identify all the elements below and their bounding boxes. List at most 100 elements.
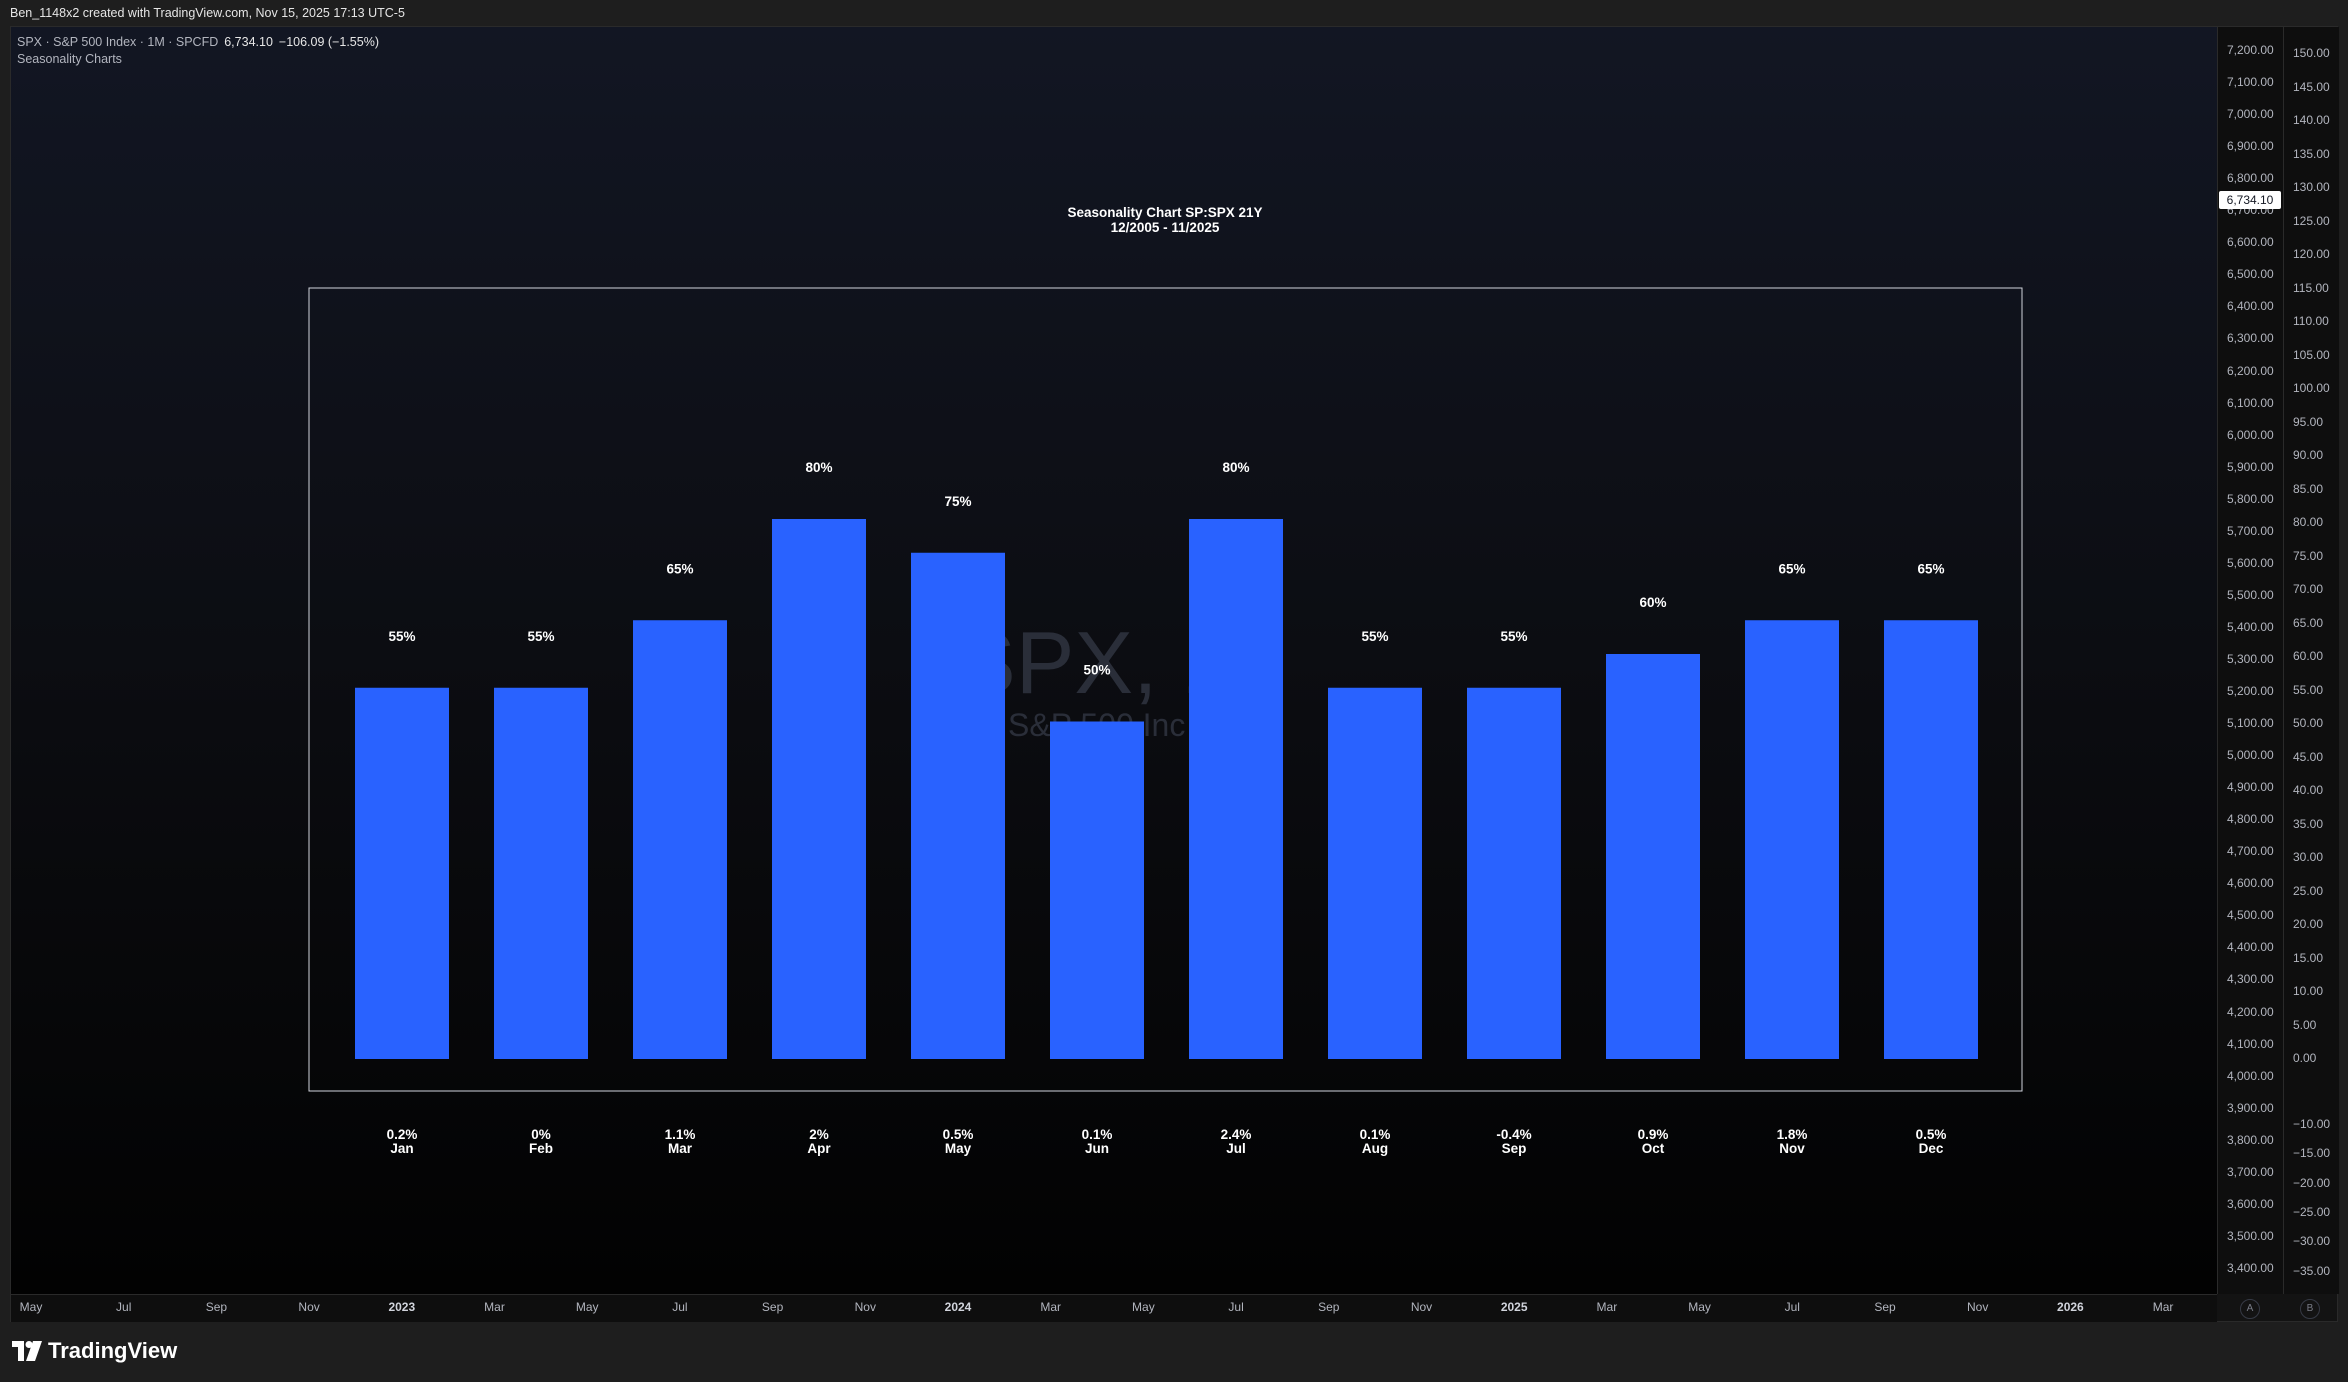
bar-jun: [1050, 721, 1144, 1059]
price-scale-tick: 5,100.00: [2227, 716, 2274, 731]
price-scale-tick: 6,800.00: [2227, 171, 2274, 186]
time-scale-tick: Nov: [1967, 1300, 1989, 1314]
price-scale-tick: 6,200.00: [2227, 363, 2274, 378]
indicator-scale-tick: 60.00: [2293, 649, 2324, 663]
indicator-scale-tick: 85.00: [2293, 481, 2324, 496]
price-scale-tick: 4,600.00: [2227, 876, 2274, 891]
indicator-scale-tick: 135.00: [2293, 146, 2330, 161]
bar-oct: [1606, 654, 1700, 1059]
time-scale-tick: 2026: [2057, 1300, 2084, 1314]
indicator-scale-tick: −10.00: [2293, 1117, 2331, 1131]
month-label: May: [945, 1141, 972, 1156]
indicator-scale-tick: −15.00: [2293, 1146, 2331, 1161]
avg-return-label: 0.9%: [1638, 1127, 1669, 1142]
indicator-scale-tick: 35.00: [2293, 816, 2324, 831]
indicator-scale-tick: 20.00: [2293, 917, 2324, 931]
price-scale-tick: 3,700.00: [2227, 1164, 2274, 1179]
log-scale-button[interactable]: B: [2300, 1299, 2320, 1319]
bar-value-label: 60%: [1639, 595, 1666, 610]
month-label: Sep: [1502, 1141, 1527, 1156]
time-scale-tick: Mar: [1596, 1300, 1618, 1314]
bar-value-label: 55%: [388, 629, 415, 644]
price-scale-tick: 6,000.00: [2227, 427, 2274, 442]
time-scale-tick: 2023: [388, 1300, 416, 1314]
seasonality-chart: 55% 0.2%Jan 55% 0%Feb 65% 1.1%Mar 80% 2%Apr 75% 0…: [308, 287, 2023, 1156]
month-label: Aug: [1362, 1141, 1388, 1156]
symbol-legend[interactable]: SPX · S&P 500 Index · 1M · SPCFD 6,734.10…: [17, 35, 379, 49]
price-scale-tick: 6,400.00: [2227, 299, 2274, 314]
bar-jan: [355, 687, 449, 1059]
bar-sep: [1467, 687, 1561, 1059]
indicator-scale[interactable]: [2283, 27, 2339, 1294]
indicator-scale-tick: −25.00: [2293, 1204, 2331, 1219]
tradingview-logo-icon: [12, 1341, 42, 1361]
month-label: Jun: [1085, 1141, 1109, 1156]
bar-value-label: 65%: [1917, 561, 1944, 576]
time-scale-tick: Sep: [761, 1300, 784, 1314]
price-scale-tick: 7,100.00: [2227, 75, 2274, 90]
time-scale-tick: Mar: [1040, 1300, 1062, 1314]
indicator-legend[interactable]: Seasonality Charts: [17, 52, 122, 66]
bar-value-label: 65%: [666, 561, 693, 576]
indicator-scale-tick: 70.00: [2293, 582, 2324, 596]
month-label: Nov: [1779, 1141, 1805, 1156]
indicator-scale-tick: 50.00: [2293, 716, 2324, 730]
avg-return-label: 0.1%: [1360, 1127, 1391, 1142]
current-price-badge: 6,734.10: [2219, 191, 2281, 209]
avg-return-label: 0.5%: [1916, 1127, 1947, 1142]
symbol-info: SPX · S&P 500 Index · 1M · SPCFD: [17, 35, 219, 49]
price-scale-tick: 3,400.00: [2227, 1260, 2274, 1275]
bar-value-label: 80%: [805, 460, 832, 475]
time-scale-tick: May: [575, 1300, 599, 1314]
avg-return-label: 2.4%: [1221, 1127, 1252, 1142]
bar-aug: [1328, 687, 1422, 1059]
time-scale[interactable]: [11, 1294, 2217, 1323]
last-price: 6,734.10: [224, 35, 273, 49]
indicator-scale-tick: 30.00: [2293, 850, 2324, 864]
avg-return-label: 0.5%: [943, 1127, 974, 1142]
bar-nov: [1745, 620, 1839, 1059]
price-scale[interactable]: [2217, 27, 2284, 1294]
avg-return-label: 0%: [531, 1127, 551, 1142]
seasonality-title-block: Seasonality Chart SP:SPX 21Y 12/2005 - 1…: [965, 205, 1365, 235]
price-scale-tick: 4,900.00: [2227, 780, 2274, 795]
indicator-scale-tick: 45.00: [2293, 749, 2324, 764]
indicator-scale-tick: 0.00: [2293, 1051, 2317, 1065]
bar-may: [911, 552, 1005, 1059]
indicator-scale-tick: 40.00: [2293, 783, 2324, 797]
indicator-scale-tick: 95.00: [2293, 414, 2324, 429]
price-scale-tick: 6,600.00: [2227, 235, 2274, 250]
bar-value-label: 55%: [1361, 629, 1388, 644]
attribution-text: Ben_1148x2 created with TradingView.com,…: [10, 6, 405, 20]
price-scale-tick: 3,900.00: [2227, 1100, 2274, 1115]
auto-scale-button[interactable]: A: [2240, 1299, 2260, 1319]
avg-return-label: 1.1%: [665, 1127, 696, 1142]
chart-subtitle: 12/2005 - 11/2025: [1110, 220, 1220, 235]
bar-value-label: 75%: [944, 494, 971, 509]
footer-bar: [0, 1322, 2348, 1382]
price-scale-tick: 3,800.00: [2227, 1132, 2274, 1147]
price-scale-tick: 5,500.00: [2227, 587, 2274, 602]
month-label: Jan: [390, 1141, 413, 1156]
indicator-scale-tick: 105.00: [2293, 347, 2330, 362]
bar-value-label: 65%: [1778, 561, 1805, 576]
price-scale-tick: 5,200.00: [2227, 684, 2274, 698]
time-scale-tick: Jul: [1228, 1300, 1244, 1314]
time-scale-tick: May: [19, 1300, 43, 1314]
indicator-scale-tick: 65.00: [2293, 615, 2324, 630]
price-scale-tick: 5,600.00: [2227, 555, 2274, 570]
bar-feb: [494, 687, 588, 1059]
plot-frame: [308, 287, 2023, 1092]
price-scale-tick: 4,400.00: [2227, 940, 2274, 955]
price-scale-tick: 6,300.00: [2227, 331, 2274, 346]
time-scale-tick: Mar: [2152, 1300, 2174, 1314]
time-scale-tick: Nov: [1410, 1300, 1433, 1314]
bar-value-label: 50%: [1083, 663, 1110, 678]
price-scale-tick: 6,900.00: [2227, 139, 2274, 154]
avg-return-label: 1.8%: [1777, 1127, 1808, 1142]
price-scale-tick: 5,400.00: [2227, 619, 2274, 634]
attribution-bar: Ben_1148x2 created with TradingView.com,…: [0, 0, 2348, 26]
indicator-scale-tick: 10.00: [2293, 984, 2324, 998]
bar-value-label: 80%: [1222, 460, 1249, 475]
price-scale-tick: 5,300.00: [2227, 651, 2274, 666]
